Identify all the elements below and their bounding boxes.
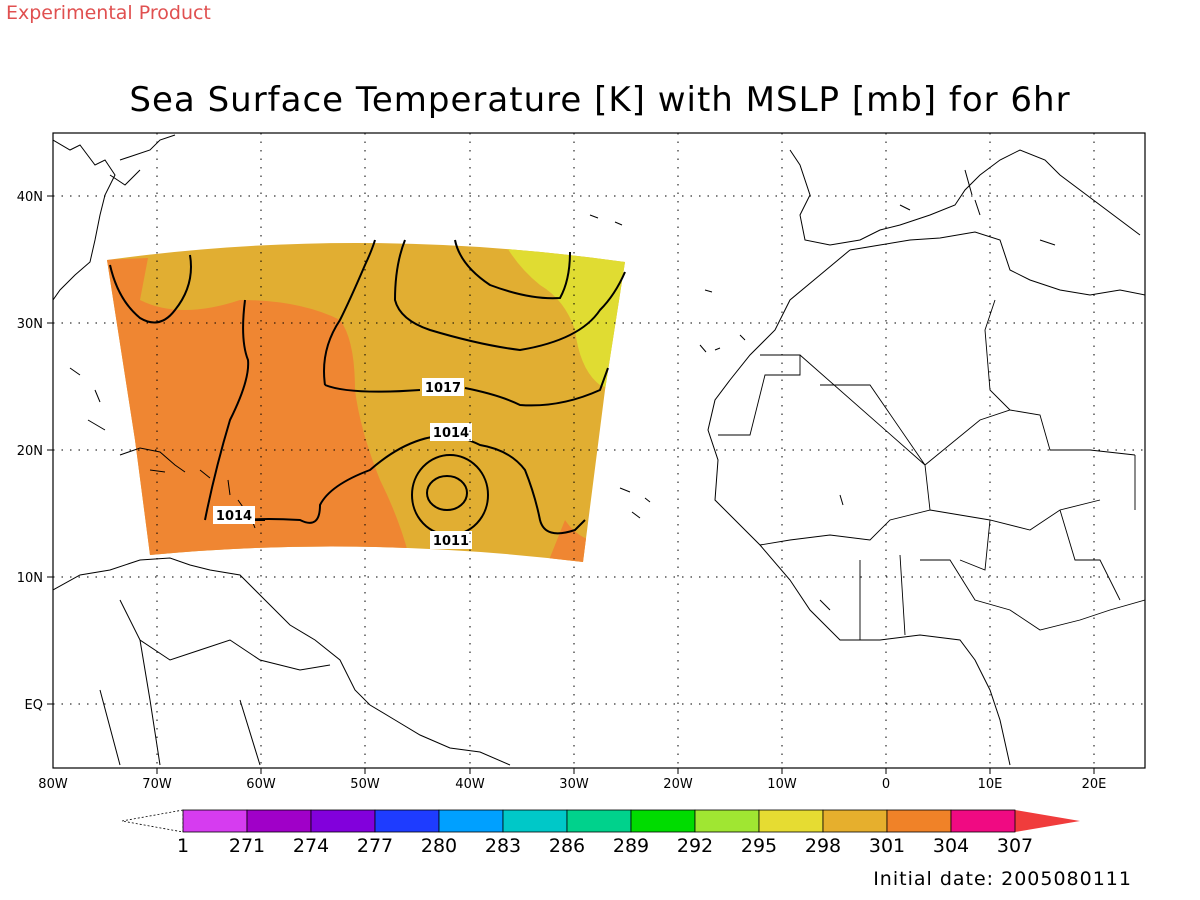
x-tick-label: 40W: [455, 777, 485, 792]
map-title: Sea Surface Temperature [K] with MSLP [m…: [129, 80, 1071, 120]
contour-labels: 1017 1014 1011 1014: [213, 378, 472, 549]
colorbar-swatch: [438, 809, 504, 833]
africa-borders: [718, 299, 1145, 640]
colorbar-label: 1: [177, 835, 189, 857]
contour-label-1011: 1011: [433, 534, 469, 549]
x-axis-labels: 80W 70W 60W 50W 40W 30W 20W 10W 0 10E 20…: [38, 777, 1106, 792]
africa-north-coast: [849, 231, 1145, 296]
colorbar-swatch: [502, 809, 568, 833]
colorbar: 1 271 274 277 280 283 286 289 292 295 298 301 304 307: [121, 809, 1080, 857]
north-america-coast: [53, 139, 116, 301]
y-tick-label: EQ: [25, 698, 43, 713]
x-tick-label: 50W: [350, 777, 380, 792]
europe-coast: [789, 149, 1141, 246]
colorbar-label: 286: [549, 835, 585, 857]
contour-nw-loop: [109, 254, 192, 324]
colorbar-swatch: [374, 809, 440, 833]
colorbar-label: 280: [421, 835, 457, 857]
contour-1017-east: [464, 367, 609, 407]
x-tick-label: 20W: [663, 777, 693, 792]
gridlines: [53, 133, 1145, 768]
colorbar-swatch: [822, 809, 888, 833]
colorbar-swatch: [630, 809, 696, 833]
contour-1014: [204, 299, 586, 535]
colorbar-low-arrow: [121, 809, 184, 833]
y-tick-label: 20N: [17, 444, 43, 459]
atlantic-islands: [589, 214, 844, 611]
colorbar-label: 307: [997, 835, 1033, 857]
x-tick-label: 60W: [246, 777, 276, 792]
x-tick-label: 0: [882, 777, 890, 792]
sst-region-304-west: [107, 258, 410, 562]
africa-coast: [707, 249, 1011, 766]
colorbar-swatch: [950, 809, 1016, 833]
colorbar-high-arrow: [1015, 810, 1080, 832]
contour-label-1017: 1017: [425, 381, 461, 396]
x-tick-label: 10E: [978, 777, 1003, 792]
colorbar-label: 289: [613, 835, 649, 857]
coastlines: [53, 134, 1145, 766]
colorbar-label: 301: [869, 835, 905, 857]
colorbar-label: 271: [229, 835, 265, 857]
contour-label-1014-west: 1014: [216, 509, 252, 524]
x-tick-label: 20E: [1082, 777, 1107, 792]
contour-label-1014: 1014: [433, 426, 469, 441]
y-axis-labels: 40N 30N 20N 10N EQ: [17, 190, 43, 713]
colorbar-label: 298: [805, 835, 841, 857]
y-tick-label: 30N: [17, 317, 43, 332]
contour-north-loop: [393, 239, 626, 352]
colorbar-label: 283: [485, 835, 521, 857]
colorbar-label: 304: [933, 835, 969, 857]
contour-low-center: [426, 475, 468, 511]
experimental-product-label: Experimental Product: [6, 2, 211, 24]
north-america-inlet: [109, 134, 176, 186]
x-tick-label: 80W: [38, 777, 68, 792]
colorbar-swatch: [694, 809, 760, 833]
x-tick-label: 10W: [767, 777, 797, 792]
tick-marks: [47, 195, 1095, 774]
south-america-inland: [99, 599, 331, 766]
mslp-contours: [109, 239, 626, 536]
colorbar-swatch: [566, 809, 632, 833]
y-tick-label: 40N: [17, 190, 43, 205]
contour-1017: [323, 239, 421, 393]
colorbar-label: 274: [293, 835, 329, 857]
x-tick-label: 70W: [142, 777, 172, 792]
initial-date: Initial date: 2005080111: [873, 868, 1132, 890]
colorbar-swatch: [182, 809, 248, 833]
colorbar-swatch: [758, 809, 824, 833]
sst-region-298: [500, 242, 625, 400]
colorbar-label: 277: [357, 835, 393, 857]
colorbar-swatch: [310, 809, 376, 833]
mediterranean-islands: [899, 169, 1056, 246]
y-tick-label: 10N: [17, 571, 43, 586]
south-america-coast: [53, 557, 511, 766]
contour-ridge-top: [454, 239, 571, 300]
colorbar-label: 295: [741, 835, 777, 857]
colorbar-label: 292: [677, 835, 713, 857]
x-tick-label: 30W: [559, 777, 589, 792]
colorbar-swatch: [886, 809, 952, 833]
colorbar-swatch: [246, 809, 312, 833]
